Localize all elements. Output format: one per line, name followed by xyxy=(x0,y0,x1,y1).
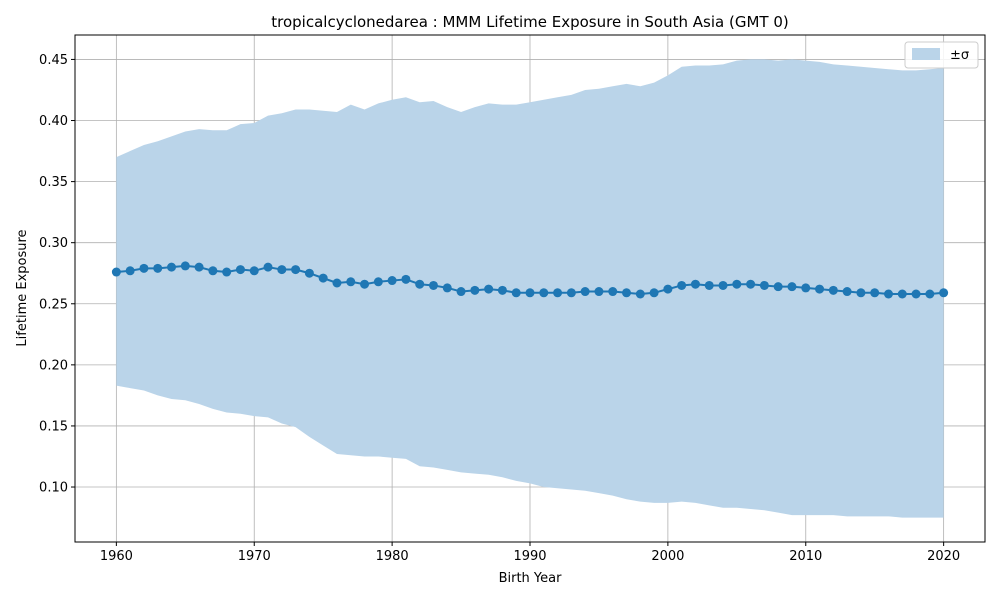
mean-points xyxy=(111,261,949,299)
x-tick-label-2010: 2010 xyxy=(789,549,822,564)
data-point-1962 xyxy=(139,263,149,273)
data-point-1997 xyxy=(622,288,632,298)
data-point-1995 xyxy=(594,287,604,297)
data-point-1988 xyxy=(497,285,507,295)
data-point-1989 xyxy=(511,288,521,298)
y-tick-label-3: 0.25 xyxy=(39,297,68,312)
data-point-2010 xyxy=(801,283,811,293)
y-axis-label: Lifetime Exposure xyxy=(15,229,30,346)
data-point-1986 xyxy=(470,285,480,295)
data-point-1960 xyxy=(111,267,121,277)
y-tick-label-6: 0.40 xyxy=(39,114,68,129)
data-point-1990 xyxy=(525,288,535,298)
legend-swatch-band xyxy=(912,48,940,60)
data-point-1964 xyxy=(167,262,177,272)
data-point-2001 xyxy=(677,280,687,290)
data-point-1983 xyxy=(428,280,438,290)
x-tick-label-1990: 1990 xyxy=(513,549,546,564)
data-point-1992 xyxy=(553,288,563,298)
data-point-1985 xyxy=(456,287,466,297)
data-point-1976 xyxy=(332,278,342,288)
y-axis-ticks: 0.10 0.15 0.20 0.25 0.30 0.35 0.40 0.45 xyxy=(39,53,75,496)
y-tick-label-4: 0.30 xyxy=(39,236,68,251)
data-point-1993 xyxy=(566,288,576,298)
data-point-2006 xyxy=(746,279,756,289)
data-point-1977 xyxy=(346,277,356,287)
legend-label-band: ±σ xyxy=(950,48,969,63)
data-point-2004 xyxy=(718,280,728,290)
data-point-1978 xyxy=(360,279,370,289)
data-point-2016 xyxy=(883,289,893,299)
data-point-1984 xyxy=(442,283,452,293)
data-point-2008 xyxy=(773,282,783,292)
y-tick-label-2: 0.20 xyxy=(39,358,68,373)
data-point-1991 xyxy=(539,288,549,298)
data-point-1970 xyxy=(249,266,259,276)
data-point-1980 xyxy=(387,276,397,286)
data-point-2019 xyxy=(925,289,935,299)
data-point-1981 xyxy=(401,274,411,284)
data-point-1979 xyxy=(373,277,383,287)
data-point-1996 xyxy=(608,287,618,297)
data-point-1963 xyxy=(153,263,163,273)
x-axis-ticks: 1960 1970 1980 1990 2000 2010 2020 xyxy=(100,542,960,564)
data-point-1975 xyxy=(318,273,328,283)
data-point-2017 xyxy=(897,289,907,299)
data-point-1972 xyxy=(277,265,287,275)
data-point-2020 xyxy=(939,288,949,298)
chart-title: tropicalcyclonedarea : MMM Lifetime Expo… xyxy=(271,13,788,31)
data-point-2000 xyxy=(663,284,673,294)
data-point-1969 xyxy=(235,265,245,275)
data-point-2013 xyxy=(842,287,852,297)
x-tick-label-2000: 2000 xyxy=(651,549,684,564)
y-tick-label-0: 0.10 xyxy=(39,481,68,496)
data-point-2009 xyxy=(787,282,797,292)
data-point-1965 xyxy=(180,261,190,271)
y-tick-label-1: 0.15 xyxy=(39,419,68,434)
x-tick-label-1980: 1980 xyxy=(376,549,409,564)
data-point-1961 xyxy=(125,266,135,276)
data-point-1999 xyxy=(649,288,659,298)
data-point-2011 xyxy=(815,284,825,294)
data-point-1998 xyxy=(635,289,645,299)
data-point-2005 xyxy=(732,279,742,289)
x-tick-label-1970: 1970 xyxy=(238,549,271,564)
legend: ±σ xyxy=(904,41,979,69)
x-tick-label-2020: 2020 xyxy=(927,549,960,564)
data-point-1966 xyxy=(194,262,204,272)
data-point-1968 xyxy=(222,267,232,277)
data-point-1973 xyxy=(291,265,301,275)
data-point-1967 xyxy=(208,266,218,276)
data-point-1994 xyxy=(580,287,590,297)
data-point-2007 xyxy=(759,280,769,290)
data-point-1987 xyxy=(484,284,494,294)
data-point-1974 xyxy=(304,268,314,278)
data-point-1971 xyxy=(263,262,273,272)
x-axis-label: Birth Year xyxy=(499,571,563,586)
data-point-2015 xyxy=(870,288,880,298)
y-tick-label-7: 0.45 xyxy=(39,53,68,68)
x-tick-label-1960: 1960 xyxy=(100,549,133,564)
data-point-2002 xyxy=(690,279,700,289)
data-point-2003 xyxy=(704,280,714,290)
data-point-1982 xyxy=(415,279,425,289)
data-point-2018 xyxy=(911,289,921,299)
y-tick-label-5: 0.35 xyxy=(39,175,68,190)
data-point-2012 xyxy=(828,285,838,295)
data-point-2014 xyxy=(856,288,866,298)
